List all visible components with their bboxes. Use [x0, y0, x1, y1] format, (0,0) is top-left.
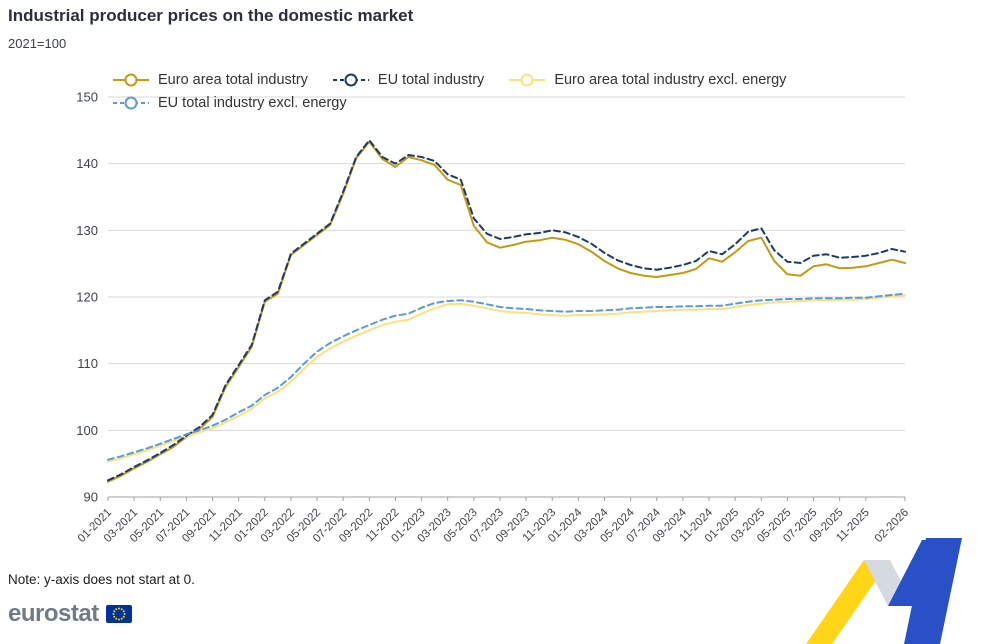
y-tick-label: 140	[76, 156, 98, 171]
legend-label: EU total industry	[377, 72, 485, 88]
eu-flag-star	[123, 613, 126, 615]
note-text: Note: y-axis does not start at 0.	[8, 572, 195, 587]
legend-circle-marker	[124, 96, 138, 110]
ribbon-decoration	[806, 538, 962, 644]
eu-flag-star	[112, 615, 115, 618]
legend-label: Euro area total industry	[158, 72, 308, 88]
eu-flag-star	[120, 608, 123, 611]
eu-flag-star	[120, 617, 123, 620]
y-tick-label: 90	[84, 490, 98, 505]
y-tick-label: 110	[77, 356, 98, 371]
page-subtitle: 2021=100	[8, 36, 67, 51]
page-title: Industrial producer prices on the domest…	[8, 6, 414, 25]
legend-label: EU total industry excl. energy	[158, 95, 347, 111]
eu-flag-star	[122, 610, 125, 613]
series-line-1	[107, 140, 906, 483]
y-tick-label: 150	[76, 90, 98, 105]
legend: Euro area total industry EU total industr…	[112, 72, 962, 111]
eu-flag-star	[114, 617, 117, 620]
legend-marker-icon	[113, 73, 149, 87]
eu-flag-icon	[105, 605, 132, 623]
eu-flag-background	[105, 605, 132, 623]
x-tick-label: 02-2026	[873, 507, 911, 545]
legend-circle-marker	[344, 73, 358, 87]
series-line-4	[107, 292, 906, 461]
legend-marker-icon	[332, 73, 369, 87]
legend-circle-marker	[124, 73, 138, 87]
eurostat-logo: eurostat	[8, 600, 132, 628]
legend-item-1: Euro area total industry	[112, 72, 308, 88]
legend-marker-icon	[113, 96, 149, 110]
eu-flag-star	[112, 610, 115, 613]
eu-flag-star	[117, 618, 120, 621]
legend-item-4: EU total industry excl. energy	[112, 95, 347, 111]
eu-flag-star	[112, 613, 115, 615]
legend-circle-marker	[520, 73, 534, 87]
eurostat-wordmark: eurostat	[8, 600, 99, 627]
eu-flag-star	[117, 607, 120, 610]
series-line-2	[107, 139, 906, 482]
y-tick-label: 120	[76, 290, 98, 305]
eu-flag-star	[114, 608, 117, 611]
chart-svg: 9010011012013014015001-202103-202105-202…	[76, 90, 911, 545]
eu-flag-star	[122, 615, 125, 618]
legend-item-3: Euro area total industry excl. energy	[508, 72, 786, 88]
y-tick-label: 100	[76, 423, 98, 438]
series-line-3	[107, 294, 906, 463]
legend-label: Euro area total industry excl. energy	[554, 72, 787, 88]
ribbon-blue-band	[904, 538, 962, 644]
legend-item-2: EU total industry	[332, 72, 484, 88]
legend-marker-icon	[509, 73, 546, 87]
ribbon-yellow-stripe	[806, 560, 890, 644]
y-tick-label: 130	[76, 223, 98, 238]
